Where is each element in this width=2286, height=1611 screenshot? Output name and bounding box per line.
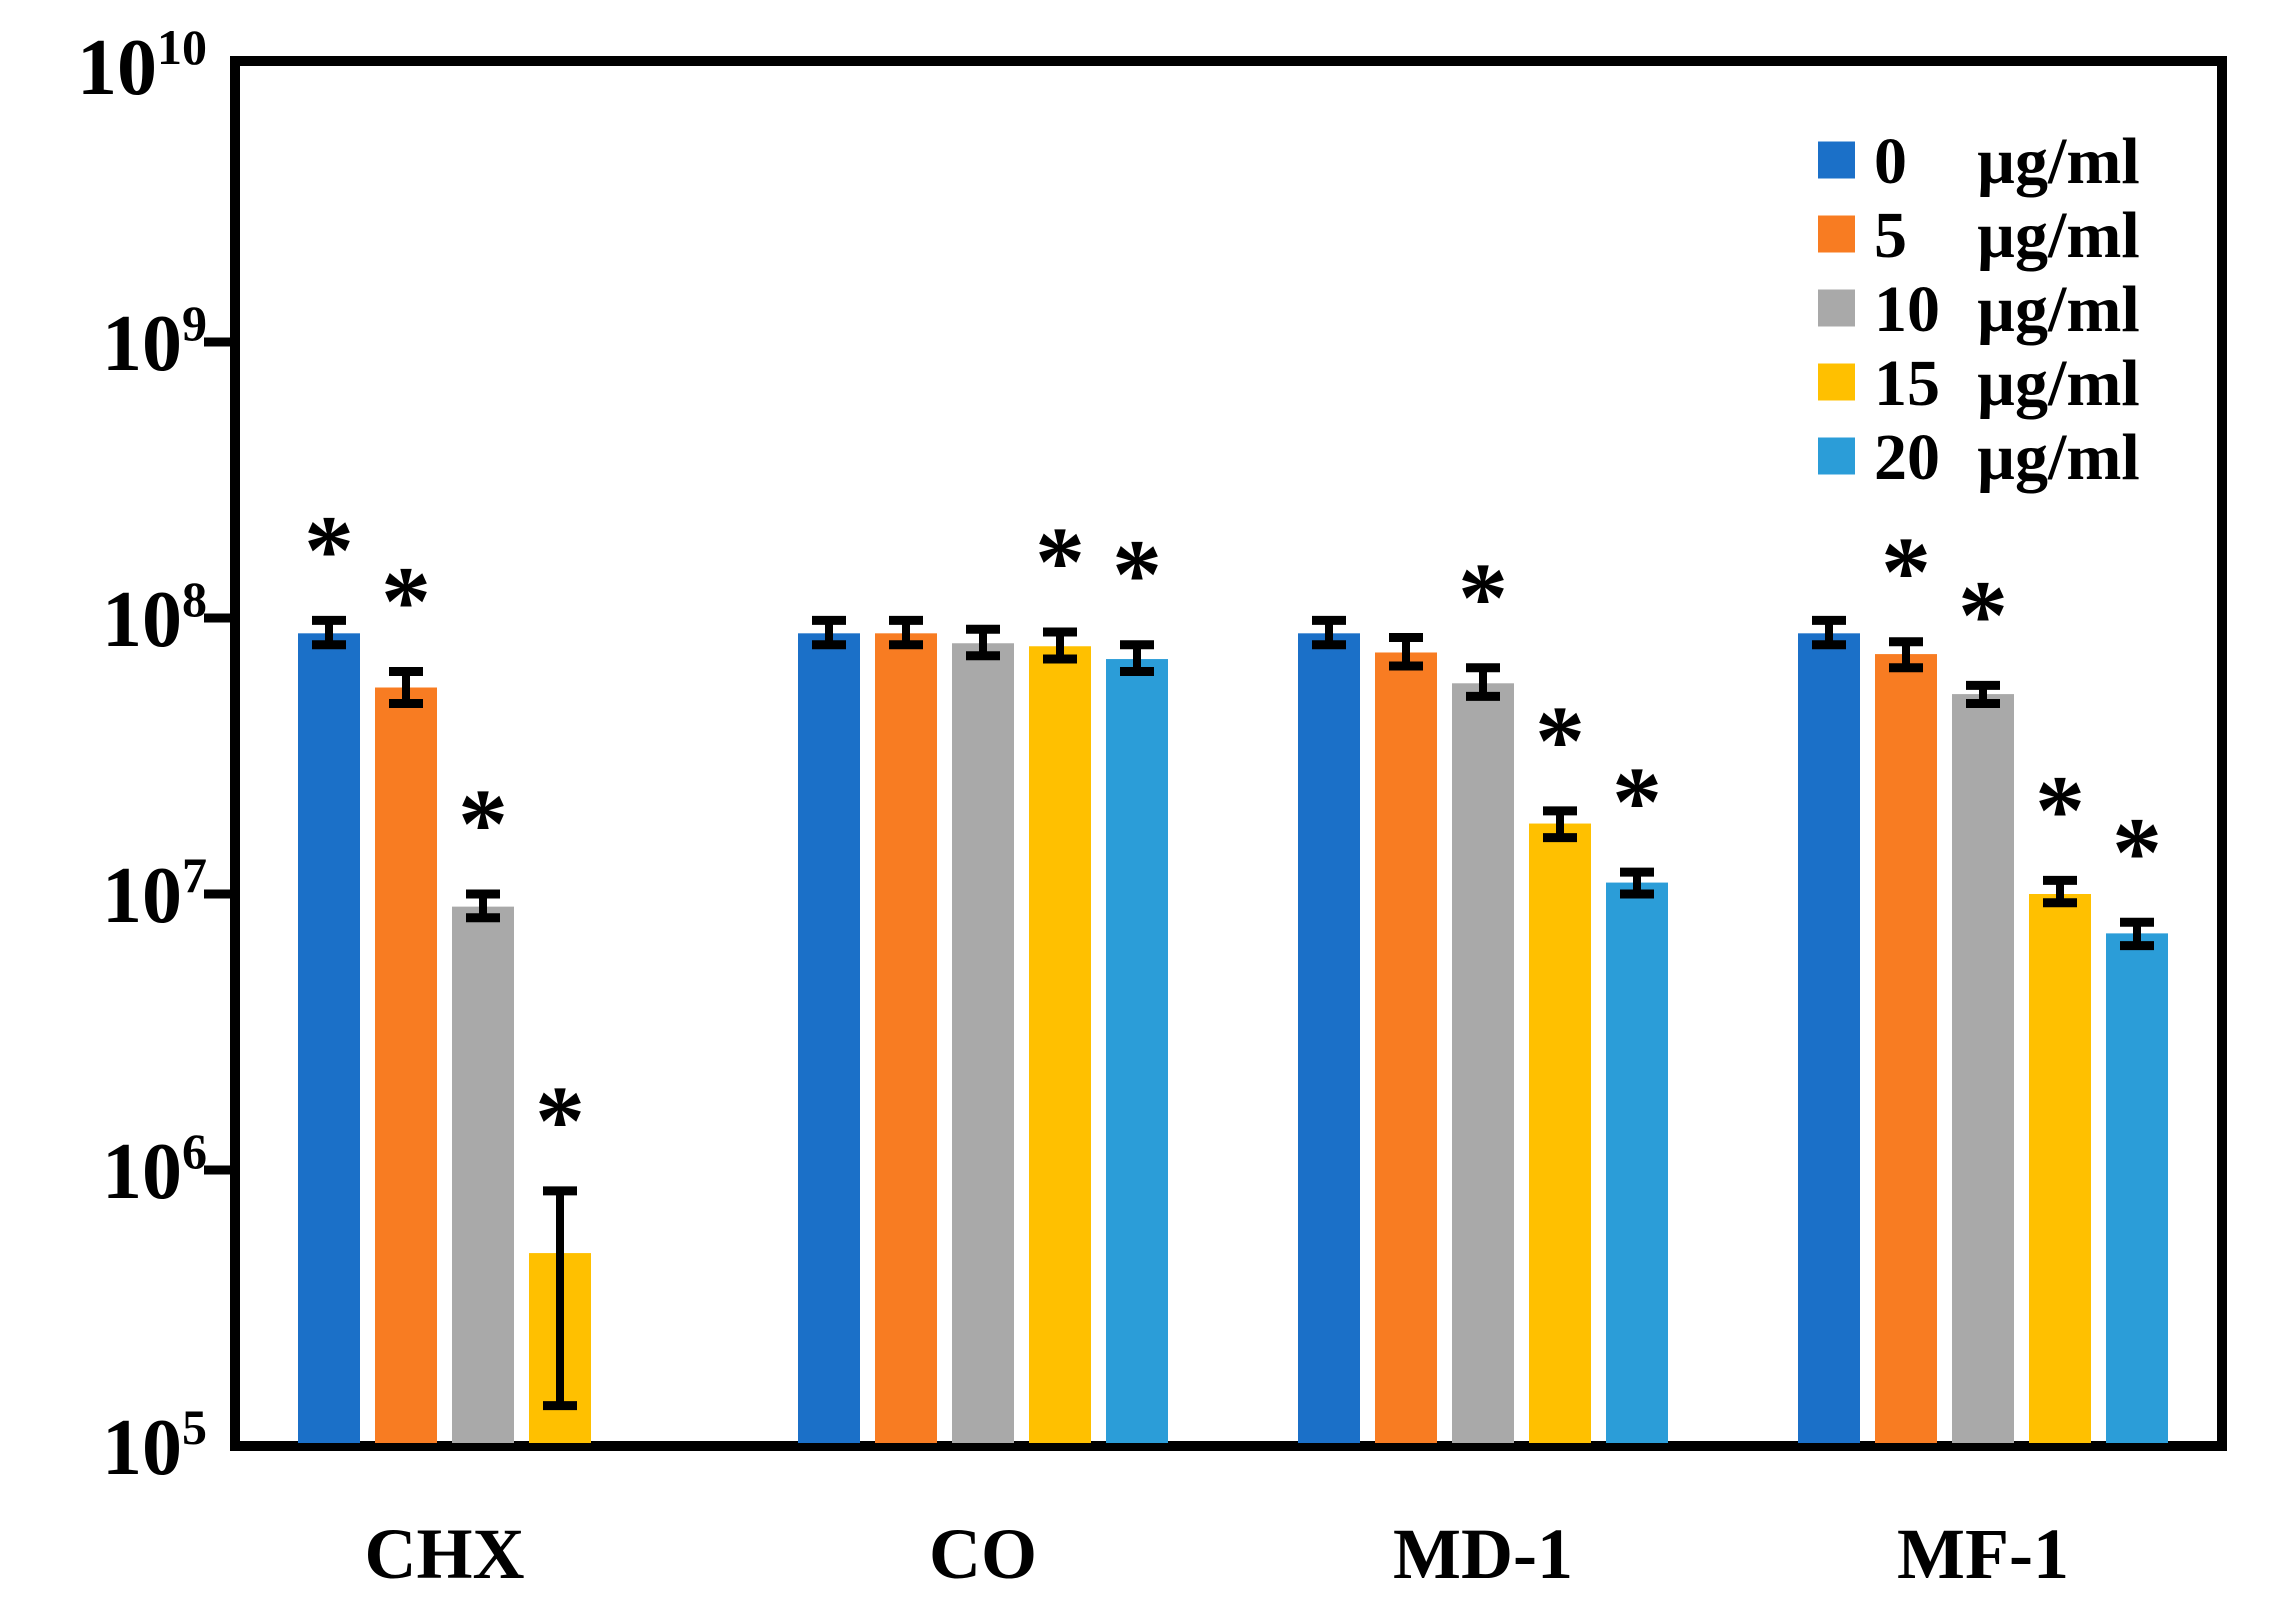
bar-mf1-20gml	[2106, 933, 2168, 1443]
sig-asterisk-mf1-15gml: *	[2035, 754, 2085, 865]
sig-asterisk-co-20gml: *	[1112, 519, 1162, 630]
legend-unit-5ugml: µg/ml	[1977, 199, 2140, 272]
bar-md1-20gml	[1606, 882, 1668, 1443]
bar-md1-10gml	[1452, 683, 1514, 1443]
bar-chx-0gml	[298, 633, 360, 1443]
bar-co-5gml	[875, 633, 937, 1443]
x-category-label-mf1: MF-1	[1897, 1514, 2069, 1594]
sig-asterisk-md1-15gml: *	[1535, 685, 1585, 796]
y-tick-label-10e8: 108	[102, 571, 207, 664]
bar-co-10gml	[952, 643, 1014, 1443]
sig-asterisk-chx-15gml: *	[535, 1065, 585, 1176]
sig-asterisk-chx-0gml: *	[304, 494, 354, 605]
sig-asterisk-co-15gml: *	[1035, 506, 1085, 617]
sig-asterisk-chx-10gml: *	[458, 768, 508, 879]
legend-unit-10ugml: µg/ml	[1977, 273, 2140, 346]
legend-unit-20ugml: µg/ml	[1977, 421, 2140, 494]
bar-mf1-15gml	[2029, 894, 2091, 1443]
sig-asterisk-mf1-10gml: *	[1958, 559, 2008, 670]
bar-md1-0gml	[1298, 633, 1360, 1443]
legend-swatch-5ugml	[1818, 215, 1855, 253]
legend-swatch-15ugml	[1818, 363, 1855, 401]
y-tick-label-10e5: 105	[102, 1399, 207, 1492]
x-category-label-chx: CHX	[365, 1514, 525, 1594]
y-tick-label-10e10: 1010	[77, 19, 207, 112]
bar-chx-5gml	[375, 687, 437, 1443]
bar-co-15gml	[1029, 646, 1091, 1443]
bar-mf1-5gml	[1875, 654, 1937, 1443]
sig-asterisk-md1-20gml: *	[1612, 746, 1662, 857]
sig-asterisk-md1-10gml: *	[1458, 542, 1508, 653]
y-tick-label-10e6: 106	[102, 1123, 207, 1216]
sig-asterisk-mf1-5gml: *	[1881, 516, 1931, 627]
legend-swatch-20ugml	[1818, 437, 1855, 475]
legend-amount-15ugml: 15	[1874, 347, 1940, 420]
x-category-label-co: CO	[929, 1514, 1037, 1594]
bar-mf1-0gml	[1798, 633, 1860, 1443]
legend-amount-10ugml: 10	[1874, 273, 1940, 346]
sig-asterisk-mf1-20gml: *	[2112, 796, 2162, 907]
x-category-label-md1: MD-1	[1393, 1514, 1573, 1594]
bar-mf1-10gml	[1952, 694, 2014, 1443]
legend-unit-15ugml: µg/ml	[1977, 347, 2140, 420]
legend-amount-0ugml: 0	[1874, 125, 1907, 198]
bar-chx-10gml	[452, 906, 514, 1443]
legend-swatch-0ugml	[1818, 141, 1855, 179]
y-tick-label-10e9: 109	[102, 295, 207, 388]
bar-md1-5gml	[1375, 652, 1437, 1443]
bar-md1-15gml	[1529, 823, 1591, 1443]
bar-co-0gml	[798, 633, 860, 1443]
plot-frame	[230, 56, 2227, 1451]
sig-asterisk-chx-5gml: *	[381, 545, 431, 656]
legend-swatch-10ugml	[1818, 289, 1855, 327]
y-tick-label-10e7: 107	[102, 847, 207, 940]
bar-co-20gml	[1106, 659, 1168, 1443]
legend-unit-0ugml: µg/ml	[1977, 125, 2140, 198]
legend-amount-20ugml: 20	[1874, 421, 1940, 494]
legend-amount-5ugml: 5	[1874, 199, 1907, 272]
